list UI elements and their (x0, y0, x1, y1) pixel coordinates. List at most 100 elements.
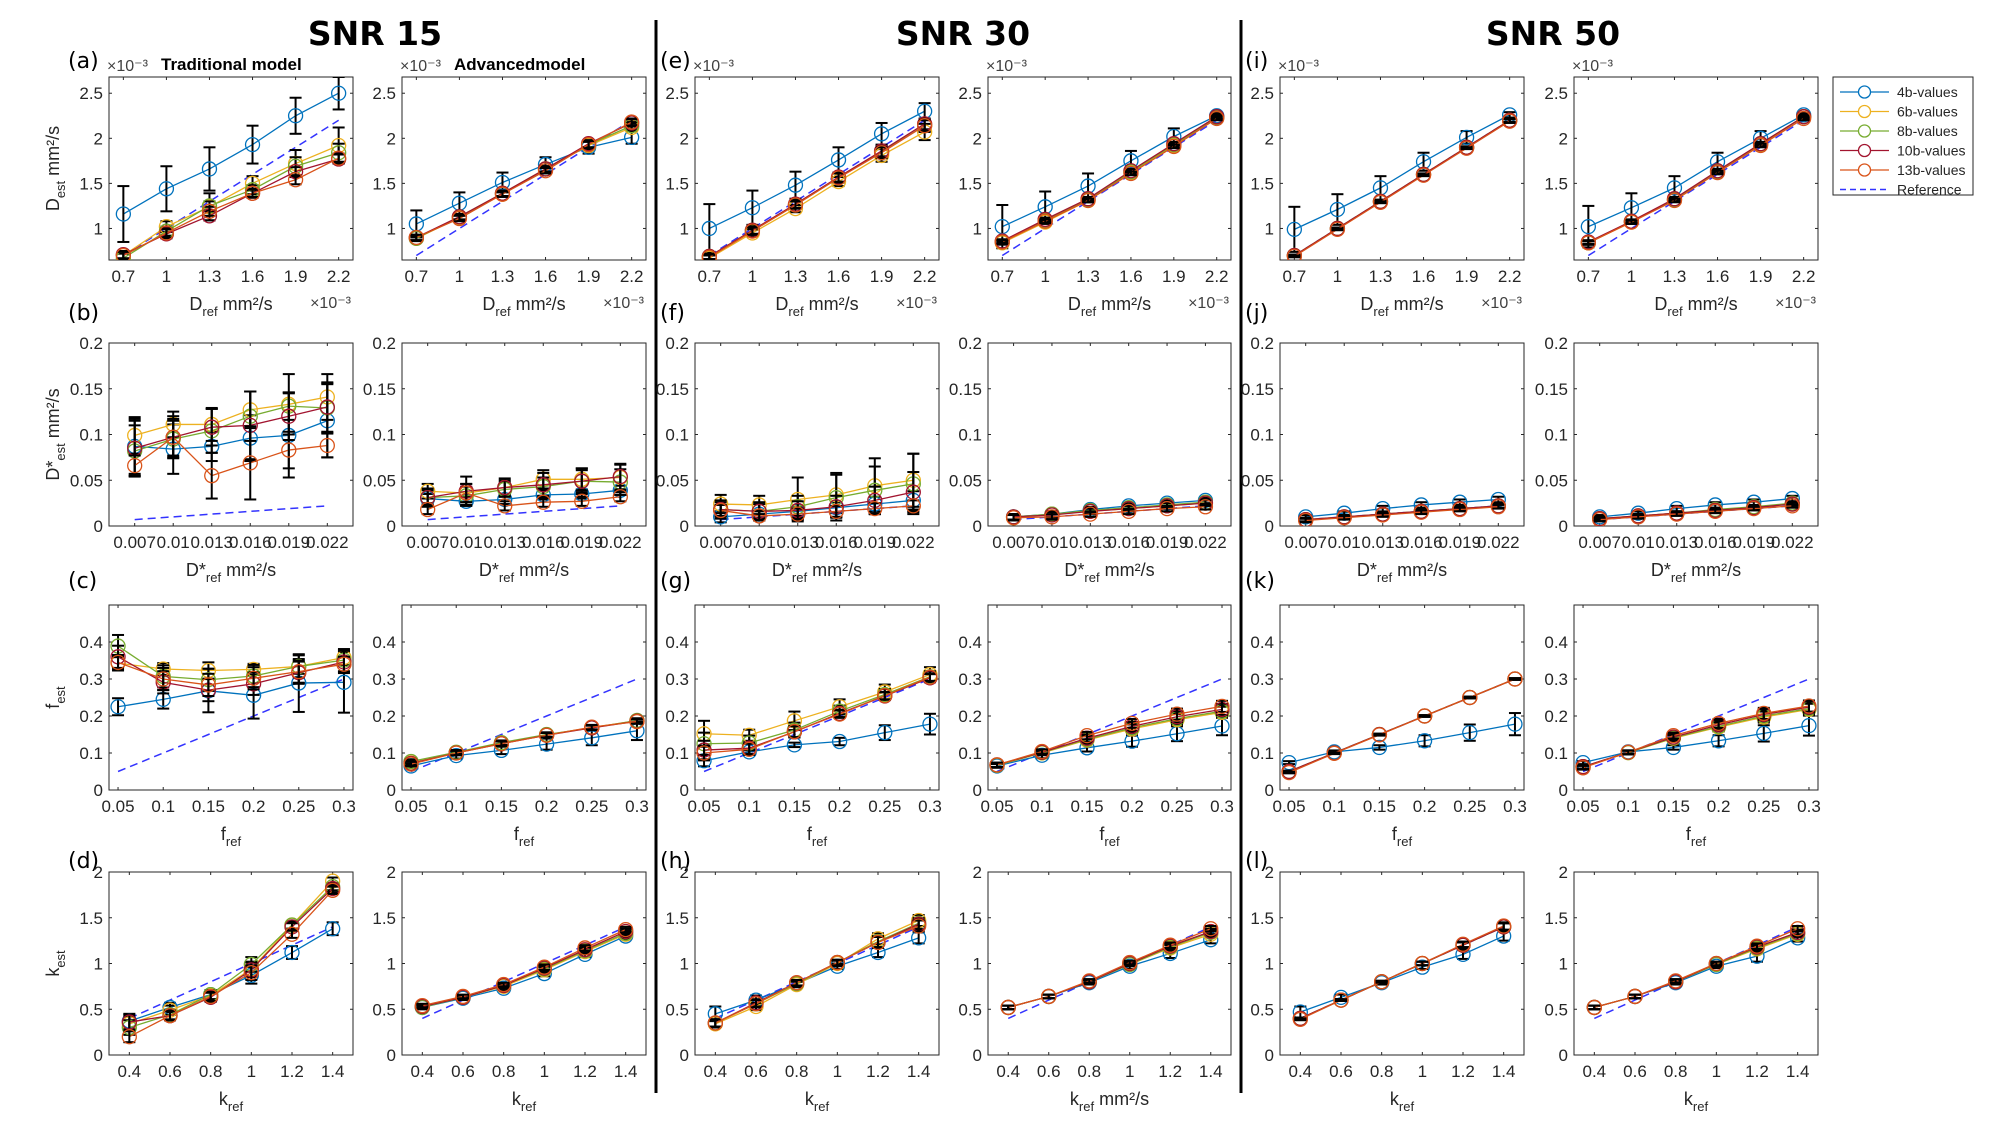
x-tick-label: 0.7 (698, 267, 722, 286)
data-point (612, 468, 628, 485)
data-point (1496, 918, 1512, 934)
legend-label: 6b-values (1897, 104, 1958, 120)
x-tick-label: 2.2 (327, 267, 351, 286)
x-tick-label: 0.05 (1272, 797, 1305, 816)
legend-box (1832, 76, 1974, 196)
y-tick-label: 2 (1265, 863, 1274, 882)
data-point (1372, 194, 1389, 210)
series-line (1002, 117, 1218, 243)
x-tick-label: 0.013 (1655, 533, 1698, 552)
y-tick-label: 2 (680, 863, 689, 882)
data-point (1458, 129, 1475, 146)
plot-area (401, 604, 647, 791)
legend-swatch-marker (1857, 85, 1872, 99)
x-tick-label: 0.3 (1797, 797, 1821, 816)
data-point (1665, 727, 1682, 744)
x-tick-label: 1.9 (577, 267, 601, 286)
x-tick-label: 1.3 (1076, 267, 1100, 286)
plot-content (408, 114, 640, 257)
x-exponent-label: ×10⁻³ (603, 295, 645, 312)
x-tick-label: 0.01 (1035, 533, 1068, 552)
x-tick-label: 1.4 (1786, 1062, 1810, 1081)
subplot-title: Advancedmodel (454, 55, 585, 74)
data-point (1801, 717, 1817, 734)
y-tick-label: 1 (1265, 219, 1274, 238)
series-line (1588, 114, 1804, 228)
data-point (751, 508, 767, 524)
data-point (577, 940, 593, 956)
series-13b-values (1281, 671, 1523, 781)
data-point (1082, 506, 1098, 522)
data-point (701, 220, 718, 237)
data-point (1415, 167, 1432, 183)
plot-content (127, 373, 335, 521)
data-point (1462, 689, 1478, 706)
data-point (574, 493, 590, 509)
x-tick-label: 0.2 (828, 797, 852, 816)
x-tick-label: 0.013 (190, 533, 233, 552)
x-tick-label: 0.3 (918, 797, 942, 816)
plot-area (1573, 604, 1819, 791)
y-tick-label: 1.5 (372, 174, 396, 193)
x-axis-label: kref mm²/s (1070, 1089, 1149, 1114)
series-13b-values (1000, 921, 1219, 1016)
y-tick-label: 0 (680, 1046, 689, 1065)
y-tick-label: 2.5 (665, 84, 689, 103)
x-tick-label: 0.007 (699, 533, 742, 552)
data-point (200, 677, 217, 693)
subplot-l-trad: 0.4 0.6 0.8 1 1.2 1.4 0 0.5 1 1.5 2 kref (1250, 863, 1525, 1114)
x-tick-label: 1.3 (1663, 267, 1687, 286)
y-tick-label: 1 (387, 219, 396, 238)
data-point (284, 926, 300, 942)
x-tick-label: 0.2 (242, 797, 266, 816)
x-axis-label: Dref mm²/s (1654, 294, 1737, 319)
series-13b-values (115, 150, 347, 260)
data-point (1162, 937, 1178, 953)
data-point (158, 225, 175, 241)
y-tick-label: 2.5 (79, 84, 103, 103)
data-point (629, 713, 645, 730)
data-point (1371, 727, 1388, 743)
plot-content (713, 452, 921, 525)
y-tick-label: 0.1 (1544, 426, 1568, 445)
y-tick-label: 1 (387, 955, 396, 974)
x-tick-label: 0.2 (535, 797, 559, 816)
y-tick-label: 0 (1265, 781, 1274, 800)
data-point (1455, 936, 1471, 952)
plot-content (1005, 492, 1214, 526)
series-13b-values (989, 698, 1230, 773)
data-point (1749, 938, 1765, 954)
data-point (448, 745, 464, 761)
data-point (1326, 745, 1342, 762)
x-axis-label: D*ref mm²/s (186, 560, 276, 585)
plot-content (1575, 678, 1817, 776)
x-tick-label: 0.019 (1733, 533, 1776, 552)
y-tick-label: 0 (387, 1046, 396, 1065)
data-point (538, 727, 555, 743)
y-tick-label: 0.5 (958, 1000, 982, 1019)
x-tick-label: 0.05 (101, 797, 134, 816)
legend-swatch-marker (1857, 163, 1872, 177)
data-point (741, 741, 757, 757)
plot-content (110, 633, 352, 773)
data-point (873, 126, 890, 142)
data-point (1044, 509, 1060, 525)
data-point (1630, 509, 1646, 525)
data-point (1371, 739, 1388, 756)
data-point (115, 247, 132, 260)
x-tick-label: 0.6 (744, 1062, 768, 1081)
legend-entry: 8b-values (1840, 123, 1958, 139)
data-point (1292, 1011, 1308, 1027)
x-tick-label: 0.01 (450, 533, 483, 552)
data-point (319, 399, 335, 415)
plot-content (420, 462, 628, 521)
y-tick-label: 0.1 (372, 426, 396, 445)
x-tick-label: 0.15 (192, 797, 225, 816)
y-tick-label: 2 (1559, 863, 1568, 882)
data-point (584, 719, 600, 735)
legend-entry: 4b-values (1840, 84, 1958, 100)
legend: 4b-values 6b-values 8b-values 10b-values 13b… (1832, 76, 1974, 198)
